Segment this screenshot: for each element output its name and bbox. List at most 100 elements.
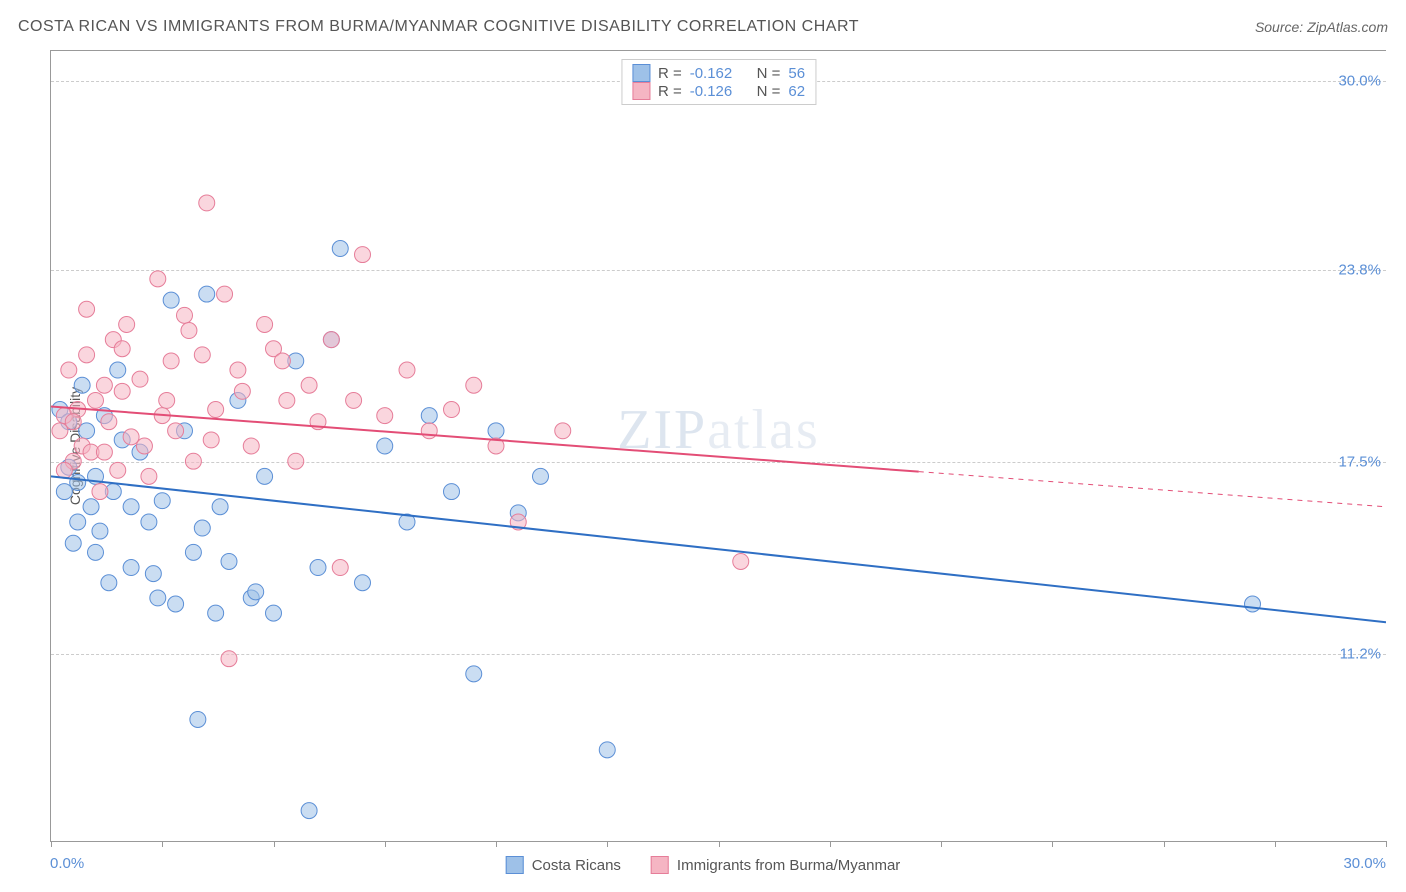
data-point <box>185 544 201 560</box>
data-point <box>110 462 126 478</box>
data-point <box>92 523 108 539</box>
data-point <box>119 316 135 332</box>
data-point <box>168 423 184 439</box>
data-point <box>141 468 157 484</box>
data-point <box>74 377 90 393</box>
data-point <box>234 383 250 399</box>
data-point <box>1245 596 1261 612</box>
data-point <box>79 301 95 317</box>
legend-swatch <box>651 856 669 874</box>
data-point <box>355 247 371 263</box>
data-point <box>88 392 104 408</box>
data-point <box>203 432 219 448</box>
x-tick <box>1386 841 1387 847</box>
regression-line <box>51 407 919 472</box>
data-point <box>79 347 95 363</box>
data-point <box>599 742 615 758</box>
data-point <box>301 377 317 393</box>
data-point <box>123 560 139 576</box>
data-point <box>154 493 170 509</box>
data-point <box>96 377 112 393</box>
r-label: R = <box>658 83 682 100</box>
x-tick <box>941 841 942 847</box>
data-point <box>163 292 179 308</box>
data-point <box>56 484 72 500</box>
data-point <box>96 444 112 460</box>
data-point <box>92 484 108 500</box>
data-point <box>279 392 295 408</box>
data-point <box>248 584 264 600</box>
data-point <box>310 560 326 576</box>
data-point <box>488 423 504 439</box>
x-tick <box>162 841 163 847</box>
series-legend-item: Immigrants from Burma/Myanmar <box>651 856 900 874</box>
data-point <box>733 553 749 569</box>
data-point <box>150 271 166 287</box>
x-tick <box>1275 841 1276 847</box>
data-point <box>101 575 117 591</box>
data-point <box>79 423 95 439</box>
data-point <box>110 362 126 378</box>
data-point <box>212 499 228 515</box>
data-point <box>377 408 393 424</box>
series-legend-item: Costa Ricans <box>506 856 621 874</box>
data-point <box>355 575 371 591</box>
data-point <box>444 484 460 500</box>
data-point <box>332 560 348 576</box>
data-point <box>332 241 348 257</box>
data-point <box>199 286 215 302</box>
data-point <box>163 353 179 369</box>
correlation-legend-row: R = -0.126 N = 62 <box>632 82 805 100</box>
correlation-legend: R = -0.162 N = 56 R = -0.126 N = 62 <box>621 59 816 105</box>
data-point <box>65 414 81 430</box>
data-point <box>257 316 273 332</box>
data-point <box>377 438 393 454</box>
data-point <box>83 499 99 515</box>
correlation-legend-row: R = -0.162 N = 56 <box>632 64 805 82</box>
data-point <box>114 383 130 399</box>
data-point <box>274 353 290 369</box>
data-point <box>101 414 117 430</box>
data-point <box>221 651 237 667</box>
legend-swatch <box>506 856 524 874</box>
data-point <box>150 590 166 606</box>
regression-line-extrapolated <box>919 472 1386 507</box>
n-label: N = <box>757 83 781 100</box>
data-point <box>466 666 482 682</box>
data-point <box>141 514 157 530</box>
data-point <box>208 605 224 621</box>
data-point <box>421 423 437 439</box>
data-point <box>217 286 233 302</box>
n-label: N = <box>757 65 781 82</box>
data-point <box>399 362 415 378</box>
x-tick <box>1052 841 1053 847</box>
series-legend-label: Costa Ricans <box>532 857 621 874</box>
data-point <box>88 544 104 560</box>
data-point <box>185 453 201 469</box>
data-point <box>288 453 304 469</box>
data-point <box>168 596 184 612</box>
chart-plot-area: R = -0.162 N = 56 R = -0.126 N = 62 ZIPa… <box>50 50 1386 842</box>
data-point <box>444 402 460 418</box>
n-value: 56 <box>788 65 805 82</box>
data-point <box>70 474 86 490</box>
data-point <box>181 323 197 339</box>
x-tick <box>51 841 52 847</box>
data-point <box>132 371 148 387</box>
data-point <box>243 438 259 454</box>
data-point <box>145 566 161 582</box>
data-point <box>301 803 317 819</box>
data-point <box>177 307 193 323</box>
series-legend-label: Immigrants from Burma/Myanmar <box>677 857 900 874</box>
data-point <box>230 362 246 378</box>
data-point <box>194 347 210 363</box>
data-point <box>114 341 130 357</box>
legend-swatch <box>632 64 650 82</box>
data-point <box>221 553 237 569</box>
data-point <box>159 392 175 408</box>
data-point <box>346 392 362 408</box>
n-value: 62 <box>788 83 805 100</box>
x-tick <box>496 841 497 847</box>
legend-swatch <box>632 82 650 100</box>
data-point <box>555 423 571 439</box>
